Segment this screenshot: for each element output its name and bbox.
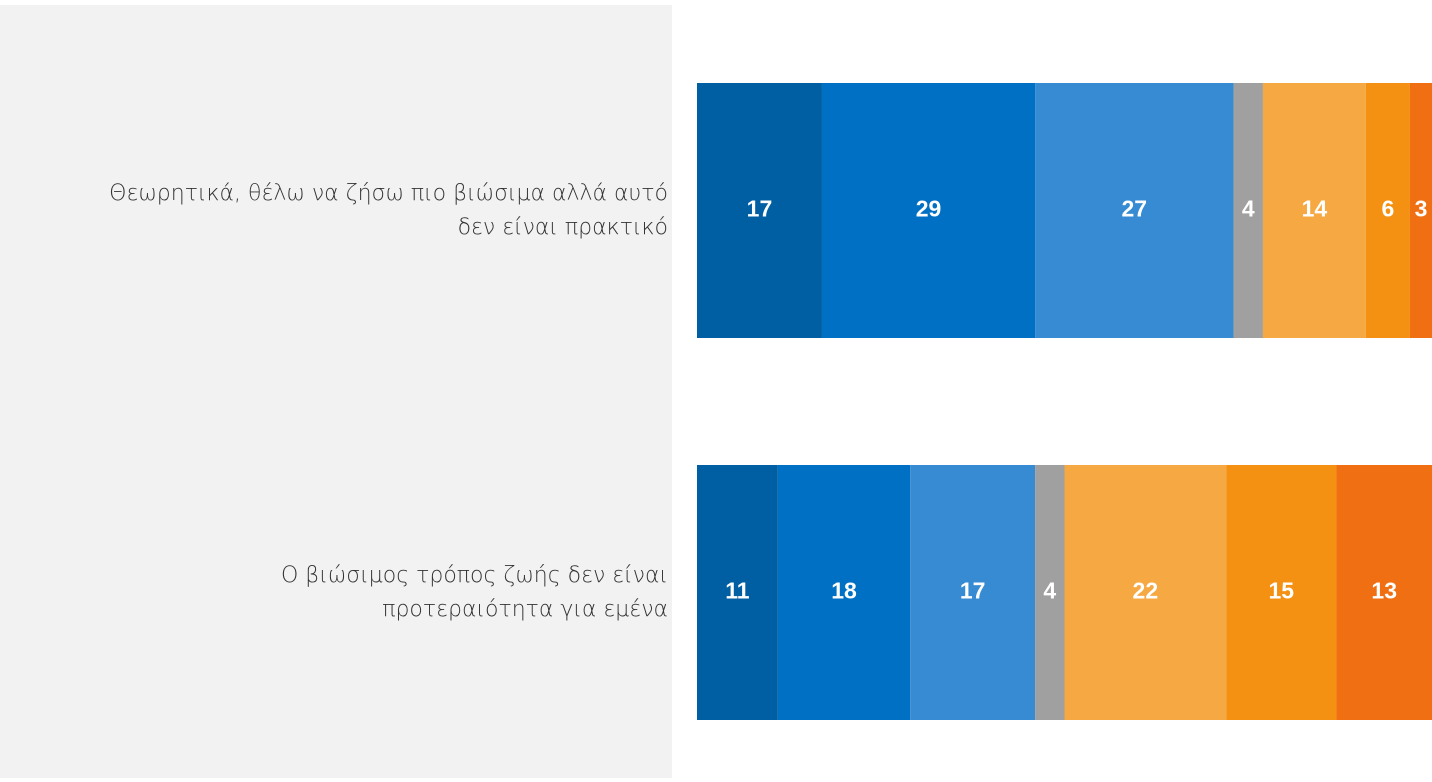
value-label: 6 xyxy=(1382,196,1395,222)
bar-segment xyxy=(697,83,822,338)
value-label: 4 xyxy=(1242,196,1255,222)
label-panel xyxy=(0,5,672,778)
value-label: 17 xyxy=(960,578,986,604)
value-label: 17 xyxy=(747,196,773,222)
value-label: 13 xyxy=(1371,578,1397,604)
bar-segment xyxy=(1035,465,1065,720)
value-label: 4 xyxy=(1043,578,1056,604)
value-label: 27 xyxy=(1122,196,1148,222)
value-label: 18 xyxy=(831,578,857,604)
value-label: 29 xyxy=(916,196,942,222)
bar-segment xyxy=(777,465,911,720)
bar-segment xyxy=(1226,465,1337,720)
bar-segment xyxy=(1064,465,1227,720)
bar-segment xyxy=(1409,83,1432,338)
value-label: 11 xyxy=(725,578,750,604)
bar-segment xyxy=(1262,83,1366,338)
bar-segment xyxy=(1365,83,1410,338)
bar-segment xyxy=(821,83,1036,338)
value-label: 15 xyxy=(1269,578,1295,604)
value-label: 3 xyxy=(1415,196,1428,222)
value-label: 14 xyxy=(1302,196,1328,222)
bar-segment xyxy=(1336,465,1432,720)
bar-segment xyxy=(910,465,1036,720)
bar-segment xyxy=(1233,83,1263,338)
category-label: Ο βιώσιμος τρόπος ζωής δεν είναι προτερα… xyxy=(281,562,668,622)
bar-segment xyxy=(697,465,778,720)
bar-segment xyxy=(1035,83,1234,338)
category-label: Θεωρητικά, θέλω να ζήσω πιο βιώσιμα αλλά… xyxy=(109,180,668,240)
value-label: 22 xyxy=(1133,578,1159,604)
